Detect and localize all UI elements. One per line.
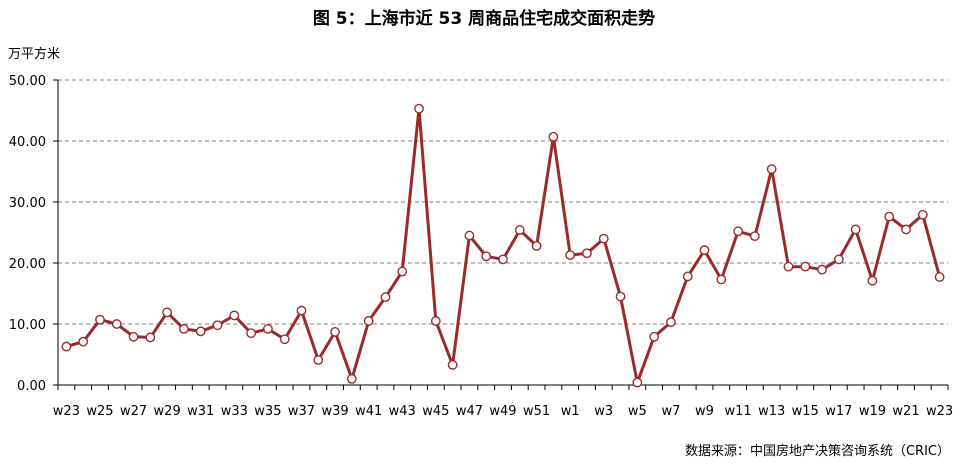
x-tick-label: w21 bbox=[892, 404, 919, 419]
x-tick-label: w23 bbox=[926, 404, 953, 419]
x-tick-label: w49 bbox=[489, 404, 516, 419]
data-point bbox=[682, 271, 693, 282]
y-tick-label: 50.00 bbox=[9, 74, 46, 89]
data-point bbox=[867, 275, 878, 286]
data-point bbox=[498, 254, 508, 265]
data-point bbox=[313, 355, 324, 365]
data-series bbox=[61, 103, 945, 388]
data-point bbox=[800, 261, 811, 272]
x-tick-label: w1 bbox=[561, 404, 580, 419]
data-point bbox=[649, 331, 660, 342]
x-tick-label: w41 bbox=[355, 404, 382, 419]
data-point bbox=[179, 323, 189, 334]
x-tick-label: w9 bbox=[695, 404, 714, 419]
x-tick-label: w11 bbox=[725, 404, 752, 419]
data-point bbox=[850, 224, 861, 235]
data-point bbox=[263, 323, 273, 334]
data-point bbox=[162, 307, 173, 318]
data-point bbox=[380, 292, 391, 303]
y-axis-label: 万平方米 bbox=[8, 47, 61, 62]
x-tick-label: w25 bbox=[86, 404, 113, 419]
data-point bbox=[766, 164, 777, 174]
data-point bbox=[414, 103, 424, 114]
data-point bbox=[598, 233, 609, 244]
data-point bbox=[481, 251, 492, 262]
x-tick-label: w43 bbox=[389, 404, 416, 419]
x-tick-label: w17 bbox=[825, 404, 852, 419]
data-point bbox=[632, 377, 643, 388]
data-point bbox=[884, 211, 895, 222]
data-point bbox=[565, 250, 576, 260]
data-point bbox=[195, 326, 206, 337]
x-tick-label: w33 bbox=[221, 404, 248, 419]
data-point bbox=[548, 131, 559, 142]
data-point bbox=[783, 261, 794, 272]
data-point bbox=[95, 314, 105, 325]
data-point bbox=[666, 317, 676, 328]
data-point bbox=[514, 225, 525, 235]
data-point bbox=[61, 341, 72, 352]
data-point bbox=[296, 305, 307, 316]
data-point bbox=[817, 264, 827, 275]
data-point bbox=[917, 209, 928, 220]
y-tick-label: 0.00 bbox=[17, 379, 46, 394]
series-line bbox=[65, 107, 942, 385]
x-tick-label: w3 bbox=[594, 404, 613, 419]
x-tick-label: w39 bbox=[321, 404, 348, 419]
x-tick-label: w27 bbox=[120, 404, 147, 419]
data-point bbox=[111, 319, 122, 329]
data-point bbox=[582, 248, 592, 259]
data-point bbox=[615, 291, 626, 302]
x-tick-label: w51 bbox=[523, 404, 550, 419]
x-tick-label: w29 bbox=[154, 404, 181, 419]
x-tick-label: w5 bbox=[628, 404, 647, 419]
x-tick-label: w37 bbox=[288, 404, 315, 419]
data-point bbox=[145, 332, 156, 343]
x-tick-label: w19 bbox=[859, 404, 886, 419]
data-point bbox=[833, 254, 844, 265]
data-point bbox=[346, 373, 357, 384]
data-point bbox=[733, 226, 743, 237]
data-point bbox=[464, 230, 475, 241]
grid-lines bbox=[58, 79, 948, 325]
x-tick-label: w15 bbox=[792, 404, 819, 419]
x-tick-label: w45 bbox=[422, 404, 449, 419]
data-point bbox=[447, 359, 458, 370]
data-point bbox=[397, 266, 408, 277]
y-tick-label: 40.00 bbox=[9, 135, 46, 150]
data-point bbox=[716, 274, 727, 285]
y-tick-label: 10.00 bbox=[9, 318, 46, 333]
data-point bbox=[330, 327, 340, 337]
x-tick-label: w7 bbox=[661, 404, 680, 419]
data-point bbox=[699, 245, 710, 256]
data-point bbox=[78, 336, 89, 347]
x-tick-label: w47 bbox=[456, 404, 483, 419]
x-tick-label: w35 bbox=[254, 404, 281, 419]
data-point bbox=[212, 320, 223, 331]
data-point bbox=[430, 316, 441, 326]
data-point bbox=[246, 328, 257, 339]
x-tick-label: w13 bbox=[758, 404, 785, 419]
data-point bbox=[531, 241, 542, 251]
data-point bbox=[128, 331, 139, 342]
y-tick-labels: 0.00 10.00 20.00 30.00 40.00 50.00 bbox=[9, 74, 46, 394]
data-point bbox=[901, 224, 911, 235]
source-note: 数据来源：中国房地产决策咨询系统（CRIC） bbox=[684, 444, 950, 459]
data-point bbox=[279, 334, 290, 345]
data-point bbox=[934, 272, 945, 282]
y-tick-label: 20.00 bbox=[9, 257, 46, 272]
data-point bbox=[229, 310, 240, 321]
data-point bbox=[363, 316, 374, 326]
axes bbox=[53, 79, 949, 390]
data-point bbox=[749, 231, 760, 242]
x-tick-labels: w23 w25 w27 w29 w31 w33 w35 w37 w39 w41 w43 w45 w47 w… bbox=[53, 404, 953, 419]
x-tick-label: w31 bbox=[187, 404, 214, 419]
chart-title: 图 5：上海市近 53 周商品住宅成交面积走势 bbox=[312, 9, 656, 29]
x-tick-label: w23 bbox=[53, 404, 80, 419]
y-tick-label: 30.00 bbox=[9, 196, 46, 211]
